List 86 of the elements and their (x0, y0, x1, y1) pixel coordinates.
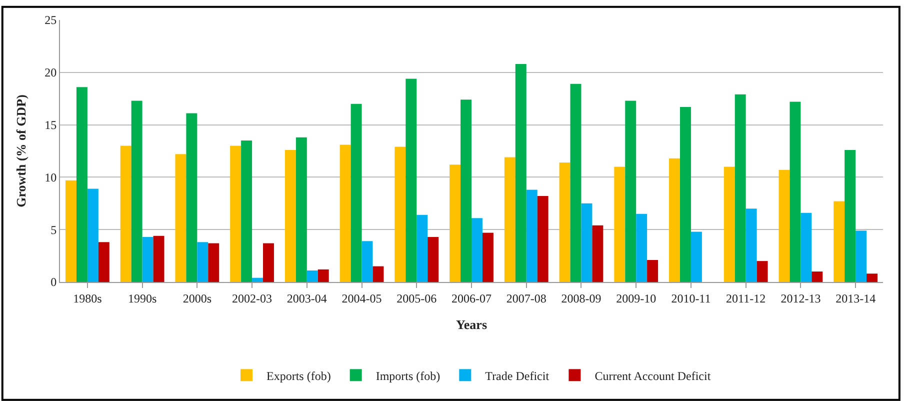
bar (614, 166, 626, 282)
y-tick-label: 10 (44, 170, 57, 184)
bar (800, 212, 812, 282)
legend-label: Imports (fob) (376, 368, 440, 383)
x-tick-label: 2008-09 (561, 291, 602, 306)
x-tick-label: 2013-14 (836, 291, 876, 306)
y-tick-label: 20 (44, 66, 57, 80)
x-tick-label: 2000s (182, 291, 212, 306)
bar (515, 64, 526, 282)
bar (680, 106, 691, 282)
bar (866, 274, 878, 282)
legend-label: Trade Deficit (485, 368, 550, 383)
x-tick-label: 2005-06 (396, 291, 437, 306)
y-tick-label: 25 (44, 13, 57, 28)
x-tick-label: 2004-05 (342, 291, 382, 306)
bar (581, 203, 592, 282)
legend-label: Exports (fob) (266, 368, 331, 383)
bar (175, 154, 186, 282)
x-tick-label: 2002-03 (232, 291, 272, 306)
y-axis-title: Growth (% of GDP) (14, 94, 29, 208)
bar (318, 269, 329, 282)
bar (197, 242, 208, 282)
bar (241, 140, 252, 282)
bar (537, 196, 548, 282)
bar (350, 104, 362, 282)
bar (394, 146, 406, 282)
bar (669, 158, 680, 282)
bar (450, 164, 461, 282)
x-tick-label: 2010-11 (671, 291, 711, 306)
bar (690, 232, 702, 282)
bar (844, 150, 856, 282)
bar (428, 236, 439, 282)
x-tick-label: 2006-07 (452, 291, 492, 306)
bar (856, 230, 867, 282)
bar (406, 78, 417, 282)
bar (504, 157, 516, 282)
bar (416, 214, 428, 282)
bar (570, 84, 582, 282)
bar (812, 272, 823, 282)
bar (724, 166, 735, 282)
bar (526, 190, 538, 282)
bar (284, 150, 296, 282)
x-tick-label: 2012-13 (780, 291, 821, 306)
x-tick-label: 1990s (128, 291, 157, 306)
bar (186, 113, 198, 282)
bar (372, 266, 384, 282)
bar (142, 236, 154, 282)
bar (636, 214, 648, 282)
bar (98, 242, 110, 282)
bar (559, 162, 570, 282)
bar (790, 102, 801, 282)
x-tick-label: 2007-08 (506, 291, 546, 306)
bar (472, 218, 482, 282)
bar (834, 201, 845, 282)
legend-label: Current Account Deficit (594, 368, 712, 383)
bar (296, 137, 307, 282)
bar (746, 208, 757, 282)
x-tick-label: 2011-12 (726, 291, 766, 306)
y-tick-label: 15 (44, 118, 57, 132)
bar (252, 278, 264, 282)
x-axis-title: Years (456, 317, 488, 332)
bar (263, 243, 274, 282)
x-tick-label: 1980s (73, 291, 102, 306)
bar (592, 225, 604, 282)
y-tick-label: 0 (50, 275, 57, 290)
bar (340, 144, 351, 282)
bar (482, 232, 494, 282)
bar (460, 100, 472, 282)
x-tick-label: 2009-10 (616, 291, 656, 306)
y-tick-label: 5 (50, 222, 57, 237)
bar (153, 236, 164, 282)
x-tick-label: 2003-04 (286, 291, 327, 306)
bar (230, 146, 242, 282)
bar (131, 100, 142, 282)
bar (778, 170, 790, 282)
bar (362, 241, 373, 282)
bar (87, 188, 98, 282)
bar (65, 180, 76, 282)
bar (647, 260, 658, 282)
bar (756, 261, 768, 282)
bar (76, 87, 88, 282)
bar (625, 100, 636, 282)
bar (208, 243, 220, 282)
bar (120, 146, 132, 282)
bar (306, 270, 318, 282)
bar (734, 94, 746, 282)
